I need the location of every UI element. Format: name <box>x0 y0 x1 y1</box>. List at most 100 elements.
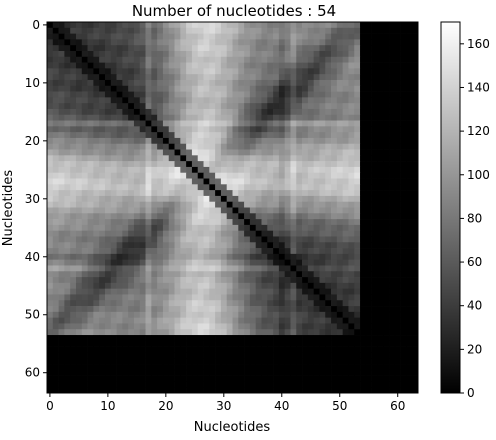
heatmap-cell <box>296 91 303 98</box>
heatmap-cell <box>307 358 315 365</box>
heatmap-cell <box>139 294 146 301</box>
heatmap-cell <box>197 381 204 388</box>
heatmap-cell <box>145 195 152 203</box>
heatmap-cell <box>226 311 233 318</box>
heatmap-cell <box>122 33 129 40</box>
heatmap-cell <box>58 381 65 388</box>
heatmap-cell <box>209 45 216 52</box>
heatmap-cell <box>336 45 343 52</box>
heatmap-cell <box>348 277 355 284</box>
heatmap-cell <box>383 224 390 232</box>
heatmap-cell <box>371 45 378 52</box>
heatmap-cell <box>191 184 199 191</box>
heatmap-cell <box>255 311 262 318</box>
heatmap-cell <box>145 282 152 290</box>
heatmap-cell <box>99 126 106 133</box>
heatmap-cell <box>406 213 413 220</box>
heatmap-cell <box>151 39 158 46</box>
heatmap-cell <box>226 387 233 394</box>
heatmap-cell <box>191 277 199 284</box>
heatmap-cell <box>249 184 257 191</box>
heatmap-cell <box>226 114 233 121</box>
heatmap-cell <box>110 358 117 365</box>
heatmap-cell <box>64 352 71 359</box>
heatmap-cell <box>412 288 419 295</box>
heatmap-cell <box>267 248 274 255</box>
heatmap-cell <box>110 387 117 394</box>
heatmap-cell <box>325 68 332 75</box>
heatmap-cell <box>238 230 245 237</box>
heatmap-cell <box>307 33 315 40</box>
heatmap-cell <box>186 184 193 191</box>
heatmap-cell <box>203 236 210 243</box>
heatmap-cell <box>371 178 378 185</box>
heatmap-cell <box>389 155 396 162</box>
heatmap-cell <box>244 143 251 150</box>
heatmap-cell <box>365 271 372 278</box>
heatmap-cell <box>87 317 94 324</box>
heatmap-cell <box>133 329 141 336</box>
heatmap-cell <box>75 103 83 110</box>
heatmap-cell <box>110 85 117 92</box>
heatmap-cell <box>70 143 77 150</box>
heatmap-cell <box>336 161 343 168</box>
heatmap-cell <box>180 346 187 353</box>
heatmap-cell <box>319 22 326 29</box>
heatmap-cell <box>58 364 65 371</box>
heatmap-cell <box>151 97 158 104</box>
heatmap-cell <box>238 132 245 139</box>
heatmap-cell <box>371 224 378 232</box>
heatmap-cell <box>162 300 170 307</box>
heatmap-cell <box>162 79 170 87</box>
heatmap-cell <box>232 27 239 34</box>
heatmap-cell <box>157 39 164 46</box>
heatmap-cell <box>174 39 181 46</box>
heatmap-cell <box>244 91 251 98</box>
heatmap-cell <box>412 259 419 266</box>
heatmap-cell <box>348 149 355 156</box>
heatmap-cell <box>232 132 239 139</box>
heatmap-cell <box>104 201 112 208</box>
heatmap-cell <box>284 375 291 382</box>
heatmap-cell <box>70 323 77 330</box>
heatmap-cell <box>209 248 216 255</box>
heatmap-cell <box>278 253 286 261</box>
heatmap-cell <box>139 178 146 185</box>
heatmap-cell <box>122 184 129 191</box>
heatmap-cell <box>87 224 94 232</box>
heatmap-cell <box>104 387 112 394</box>
heatmap-cell <box>365 358 372 365</box>
heatmap-cell <box>261 195 268 203</box>
heatmap-cell <box>139 219 146 226</box>
heatmap-cell <box>336 103 343 110</box>
heatmap-cell <box>406 294 413 301</box>
heatmap-cell <box>307 346 315 353</box>
heatmap-cell <box>180 253 187 261</box>
heatmap-cell <box>342 201 349 208</box>
heatmap-cell <box>377 294 384 301</box>
heatmap-cell <box>342 335 349 342</box>
heatmap-cell <box>174 178 181 185</box>
heatmap-cell <box>191 178 199 185</box>
heatmap-cell <box>174 85 181 92</box>
heatmap-cell <box>273 387 280 394</box>
heatmap-cell <box>412 45 419 52</box>
heatmap-cell <box>261 387 268 394</box>
heatmap-cell <box>365 143 372 150</box>
heatmap-cell <box>191 282 199 290</box>
heatmap-cell <box>122 329 129 336</box>
heatmap-cell <box>64 68 71 75</box>
heatmap-cell <box>191 161 199 168</box>
heatmap-cell <box>116 132 123 139</box>
heatmap-cell <box>75 224 83 232</box>
heatmap-cell <box>348 236 355 243</box>
heatmap-cell <box>232 369 239 376</box>
heatmap-cell <box>273 137 280 145</box>
heatmap-cell <box>87 277 94 284</box>
heatmap-cell <box>151 108 158 116</box>
heatmap-cell <box>70 253 77 261</box>
heatmap-cell <box>116 39 123 46</box>
heatmap-cell <box>151 242 158 249</box>
heatmap-cell <box>412 22 419 29</box>
heatmap-cell <box>383 381 390 388</box>
